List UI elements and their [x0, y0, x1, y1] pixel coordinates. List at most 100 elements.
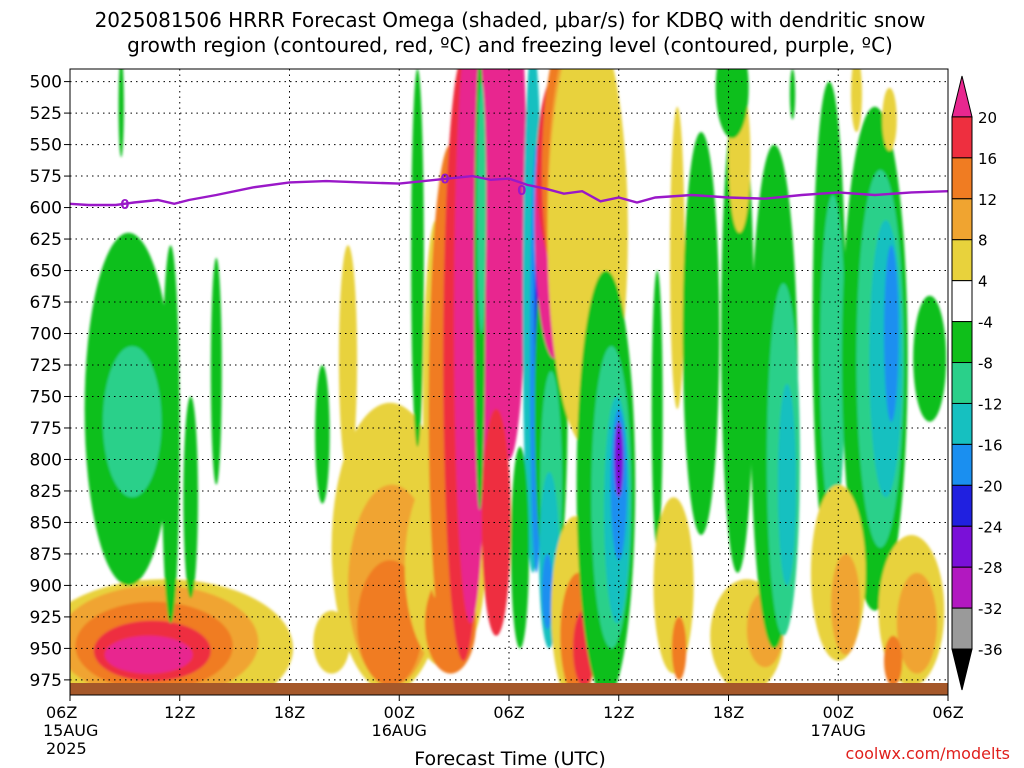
omega-shade-blob-7 — [161, 245, 180, 624]
grid-lines — [70, 69, 948, 695]
colorbar-segment-5 — [951, 280, 973, 323]
x-tick-label-0: 06Z — [46, 703, 77, 722]
omega-shade-blob-65 — [884, 245, 899, 422]
colorbar-segment-3 — [951, 198, 973, 241]
x-tick-date-7: 17AUG — [811, 721, 866, 740]
colorbar-label-6: -8 — [978, 355, 993, 373]
colorbar-label-7: -12 — [978, 395, 1003, 413]
y-tick-label-825: 825 — [30, 482, 62, 502]
omega-shade-blob-59 — [777, 383, 797, 586]
colorbar-label-3: 8 — [978, 232, 988, 250]
x-tick-label-1: 12Z — [164, 703, 195, 722]
omega-shade-blob-75 — [715, 69, 749, 139]
omega-shade-blob-35 — [510, 446, 530, 649]
freezing-level-label-2: 0 — [517, 184, 526, 199]
colorbar-label-9: -20 — [978, 477, 1003, 495]
y-tick-label-525: 525 — [30, 104, 62, 124]
omega-shade-blob-68 — [851, 69, 862, 132]
colorbar-segment-9 — [951, 443, 973, 486]
y-tick-label-600: 600 — [30, 199, 62, 219]
colorbar: 20 16 12 8 4 -4 -8 -12 -16 -20 -24 -28 -32 -36 — [951, 75, 1003, 691]
y-tick-label-625: 625 — [30, 230, 62, 250]
colorbar-segment-7 — [951, 362, 973, 404]
omega-shade-blob-25 — [411, 69, 424, 447]
omega-shade-blob-76 — [789, 69, 796, 120]
chart-title-line2: growth region (contoured, red, ºC) and f… — [127, 33, 893, 57]
colorbar-label-5: -4 — [978, 314, 993, 332]
omega-shade-blob-24 — [481, 409, 511, 636]
x-tick-date-3: 16AUG — [372, 721, 427, 740]
x-tick-label-2: 18Z — [274, 703, 305, 722]
colorbar-label-12: -32 — [978, 600, 1003, 618]
y-tick-label-750: 750 — [30, 387, 62, 407]
y-tick-label-875: 875 — [30, 545, 62, 565]
y-tick-label-725: 725 — [30, 356, 62, 376]
y-tick-label-950: 950 — [30, 639, 62, 659]
freezing-level-line — [70, 174, 948, 207]
colorbar-segment-11 — [951, 525, 973, 568]
omega-shade-blob-66 — [913, 295, 947, 422]
x-tick-label-3: 00Z — [384, 703, 415, 722]
colorbar-label-2: 12 — [978, 191, 997, 209]
omega-shade-blob-71 — [831, 553, 861, 655]
omega-shade-blob-69 — [882, 87, 897, 151]
y-tick-label-675: 675 — [30, 293, 62, 313]
colorbar-label-1: 16 — [978, 150, 997, 168]
y-tick-label-550: 550 — [30, 136, 62, 156]
chart-title-line1: 2025081506 HRRR Forecast Omega (shaded, … — [95, 8, 926, 32]
colorbar-segment-4 — [951, 239, 973, 282]
omega-shade-blob-17 — [313, 610, 350, 674]
colorbar-segment-2 — [951, 157, 973, 200]
omega-shade-blob-74 — [884, 635, 903, 687]
x-tick-label-6: 18Z — [713, 703, 744, 722]
y-tick-label-650: 650 — [30, 262, 62, 282]
x-tick-year-0: 2025 — [46, 739, 87, 758]
x-tick-date-0: 15AUG — [43, 721, 98, 740]
freezing-level-label-0: 0 — [120, 198, 129, 213]
colorbar-bottom-arrow — [951, 648, 973, 691]
omega-shade-blob-14 — [315, 365, 330, 504]
omega-shading — [70, 69, 947, 695]
colorbar-label-13: -36 — [978, 641, 1003, 659]
y-axis: 500 525 550 575 600 625 650 675 700 725 750 775 800 8… — [30, 73, 70, 691]
colorbar-segment-12 — [951, 566, 973, 609]
omega-shade-blob-55 — [682, 132, 720, 535]
colorbar-label-0: 20 — [978, 109, 997, 127]
y-tick-label-700: 700 — [30, 325, 62, 345]
x-tick-label-5: 12Z — [603, 703, 634, 722]
omega-shade-blob-23 — [490, 69, 528, 460]
colorbar-label-10: -24 — [978, 518, 1003, 536]
freezing-level-label-1: 0 — [440, 173, 449, 188]
colorbar-label-11: -28 — [978, 559, 1003, 577]
y-tick-label-850: 850 — [30, 513, 62, 533]
x-tick-label-4: 06Z — [493, 703, 524, 722]
freezing-level-contour: 0 0 0 — [70, 173, 948, 213]
omega-shade-blob-8 — [183, 396, 198, 598]
y-tick-label-775: 775 — [30, 419, 62, 439]
x-tick-label-8: 06Z — [932, 703, 963, 722]
y-tick-label-575: 575 — [30, 167, 62, 187]
colorbar-segment-1 — [951, 116, 973, 159]
x-tick-label-7: 00Z — [823, 703, 854, 722]
colorbar-label-8: -16 — [978, 436, 1003, 454]
omega-shade-blob-54 — [670, 106, 685, 409]
y-tick-label-975: 975 — [30, 671, 62, 691]
colorbar-segment-13 — [951, 607, 973, 650]
source-label: coolwx.com/modelts — [846, 744, 1010, 763]
ground-bar — [70, 683, 948, 695]
y-tick-label-900: 900 — [30, 576, 62, 596]
colorbar-segment-8 — [951, 402, 973, 445]
omega-shade-blob-4 — [104, 635, 193, 674]
omega-shade-blob-61 — [820, 195, 846, 523]
omega-shade-blob-6 — [102, 346, 162, 498]
colorbar-top-arrow — [951, 75, 973, 118]
omega-shade-blob-13 — [338, 245, 358, 473]
omega-shade-blob-34 — [541, 553, 553, 630]
omega-shade-blob-73 — [896, 572, 938, 674]
y-tick-label-500: 500 — [30, 73, 62, 93]
x-axis-label: Forecast Time (UTC) — [414, 748, 605, 768]
colorbar-label-4: 4 — [978, 273, 988, 291]
y-tick-label-925: 925 — [30, 608, 62, 628]
